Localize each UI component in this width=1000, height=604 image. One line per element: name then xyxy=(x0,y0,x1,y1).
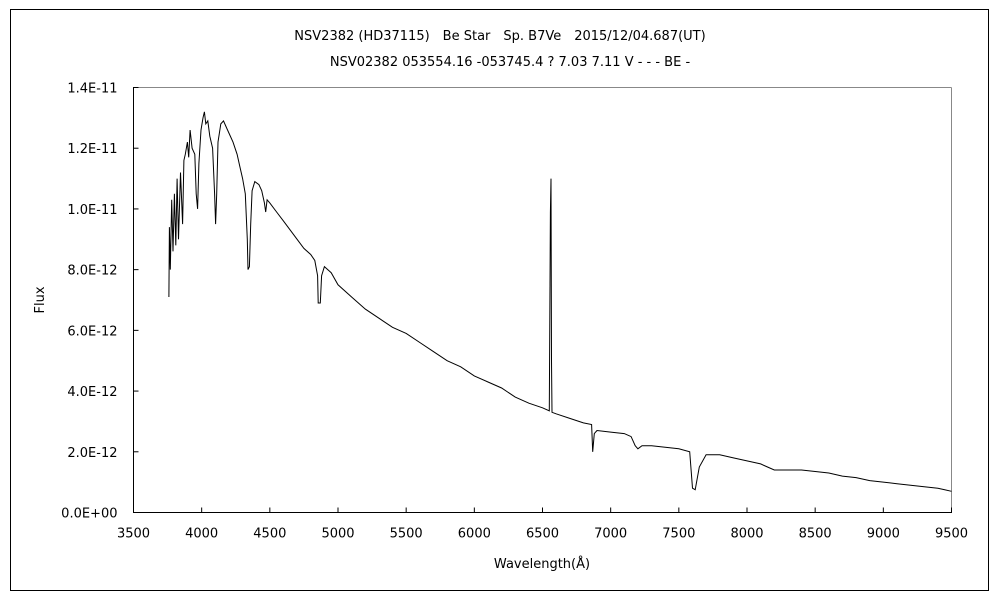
chart-title: NSV2382 (HD37115) Be Star Sp. B7Ve 2015/… xyxy=(294,29,705,44)
x-tick-label: 4500 xyxy=(253,527,286,542)
x-axis-label: Wavelength(Å) xyxy=(494,556,590,572)
x-tick-label: 6500 xyxy=(526,527,559,542)
y-tick-label: 1.2E-11 xyxy=(67,142,117,157)
x-tick-label: 9500 xyxy=(935,527,968,542)
x-tick-label: 6000 xyxy=(458,527,491,542)
flux-series-line xyxy=(168,111,952,492)
y-tick-label: 6.0E-12 xyxy=(67,324,117,339)
x-tick-label: 3500 xyxy=(117,527,150,542)
chart-subtitle: NSV02382 053554.16 -053745.4 ? 7.03 7.11… xyxy=(330,55,691,70)
x-tick-label: 9000 xyxy=(867,527,900,542)
y-tick-label: 8.0E-12 xyxy=(67,264,117,279)
y-tick-label: 1.4E-11 xyxy=(67,82,117,97)
y-tick-label: 2.0E-12 xyxy=(67,446,117,461)
x-tick-label: 8500 xyxy=(799,527,832,542)
y-tick-label: 4.0E-12 xyxy=(67,385,117,400)
y-tick-label: 0.0E+00 xyxy=(61,507,117,522)
y-tick-label: 1.0E-11 xyxy=(67,203,117,218)
x-tick-label: 7500 xyxy=(662,527,695,542)
outer-frame xyxy=(10,9,989,591)
x-tick-label: 5500 xyxy=(390,527,423,542)
x-tick-label: 8000 xyxy=(730,527,763,542)
x-tick-label: 7000 xyxy=(594,527,627,542)
x-tick-label: 5000 xyxy=(321,527,354,542)
x-tick-label: 4000 xyxy=(185,527,218,542)
y-axis-label: Flux xyxy=(33,286,48,313)
